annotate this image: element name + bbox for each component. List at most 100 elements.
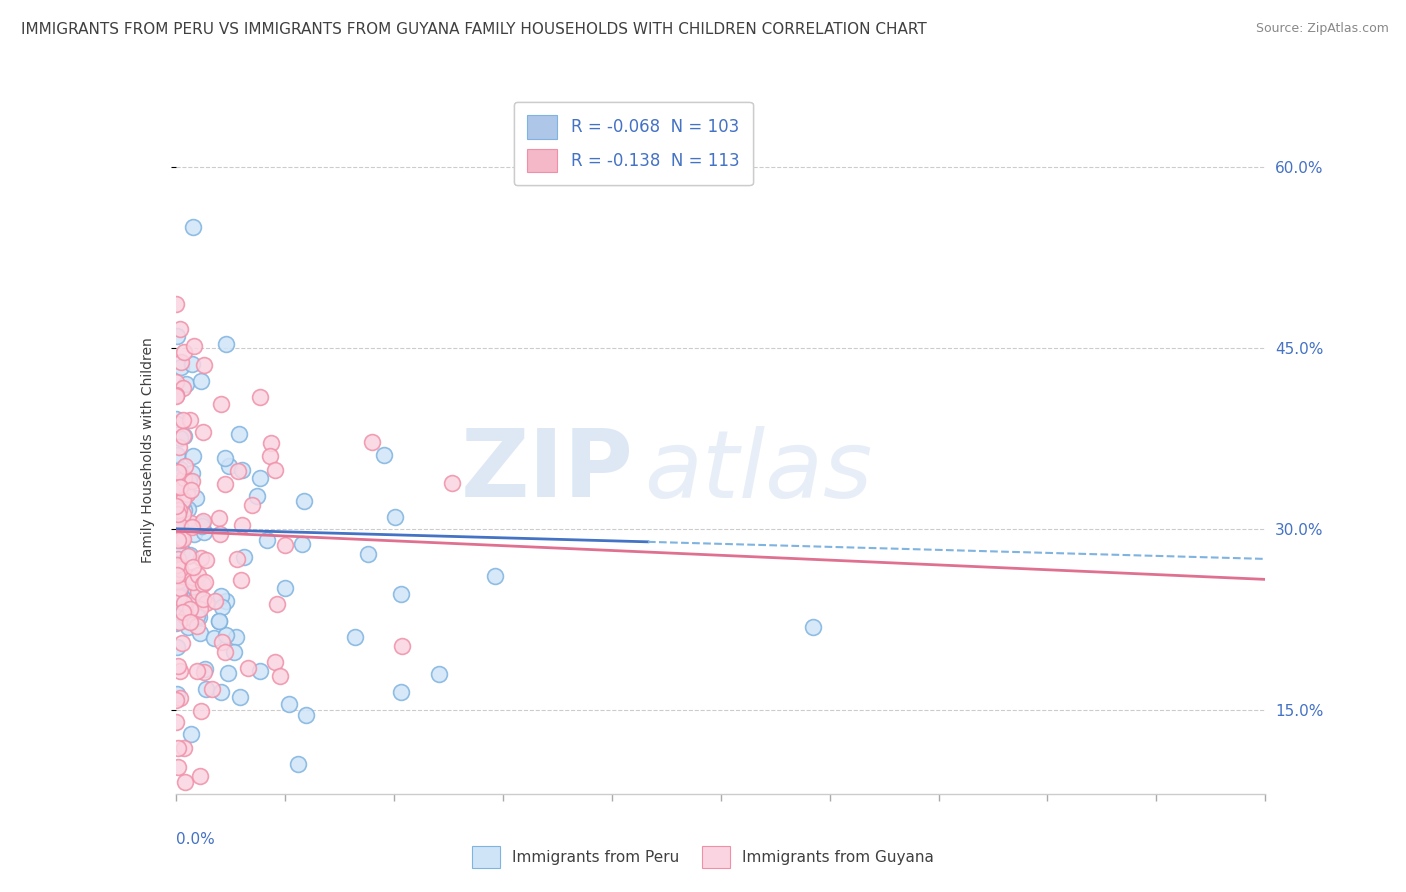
Point [193,577,215,591]
Point [195,682,218,697]
Point [165,604,187,618]
Point [169,480,191,494]
Point [167,588,190,602]
Point [176,376,198,391]
Point [170,491,193,506]
Point [169,467,191,481]
Point [183,595,205,609]
Point [173,502,195,516]
Point [167,658,190,673]
Point [165,616,187,631]
Point [180,357,202,371]
Point [169,562,191,576]
Point [294,494,316,508]
Point [266,597,288,611]
Point [231,574,253,588]
Point [190,704,212,718]
Point [166,517,188,532]
Point [169,581,191,595]
Point [287,756,309,771]
Point [231,463,253,477]
Point [176,549,198,564]
Point [208,527,231,541]
Point [172,429,194,443]
Point [427,667,450,681]
Point [186,664,208,678]
Point [166,693,188,707]
Point [187,568,209,582]
Point [167,551,190,566]
Point [170,360,193,375]
Point [269,669,291,683]
Point [259,449,281,463]
Point [166,558,188,572]
Point [181,575,204,590]
Legend: R = -0.068  N = 103, R = -0.138  N = 113: R = -0.068 N = 103, R = -0.138 N = 113 [515,102,752,186]
Point [167,579,190,593]
Point [173,580,195,594]
Point [215,337,238,351]
Point [190,551,212,566]
Point [357,547,380,561]
Point [165,516,187,531]
Point [165,388,187,402]
Point [167,590,190,604]
Point [166,328,188,343]
Point [217,665,239,680]
Point [193,665,215,680]
Point [169,691,191,706]
Point [167,615,190,630]
Point [172,493,194,508]
Point [214,645,236,659]
Point [172,607,194,622]
Point [181,519,204,533]
Point [172,605,194,619]
Point [343,630,366,644]
Point [177,501,200,516]
Point [193,524,215,539]
Point [256,533,278,548]
Point [169,479,191,493]
Point [484,569,506,583]
Point [226,465,249,479]
Point [169,665,191,679]
Point [260,436,283,450]
Point [169,462,191,476]
Point [246,489,269,503]
Point [181,474,204,488]
Point [167,533,190,547]
Point [170,355,193,369]
Point [166,640,188,655]
Y-axis label: Family Households with Children: Family Households with Children [141,337,155,564]
Point [170,533,193,547]
Point [190,768,212,782]
Point [167,741,190,756]
Point [166,417,188,432]
Point [194,575,217,590]
Point [194,662,217,676]
Point [172,533,194,547]
Point [225,630,247,644]
Point [172,636,194,650]
Point [167,574,190,588]
Point [165,517,187,532]
Point [184,491,207,505]
Point [165,615,187,629]
Point [186,619,208,633]
Point [191,425,214,439]
Point [167,519,190,533]
Point [173,344,195,359]
Point [166,465,188,479]
Point [214,477,236,491]
Point [173,741,195,756]
Point [187,610,209,624]
Point [165,533,187,547]
Point [226,551,249,566]
Point [249,390,271,404]
Text: 0.0%: 0.0% [176,831,215,847]
Point [167,760,190,774]
Point [165,389,187,403]
Point [209,397,232,411]
Point [186,585,208,599]
Point [228,426,250,441]
